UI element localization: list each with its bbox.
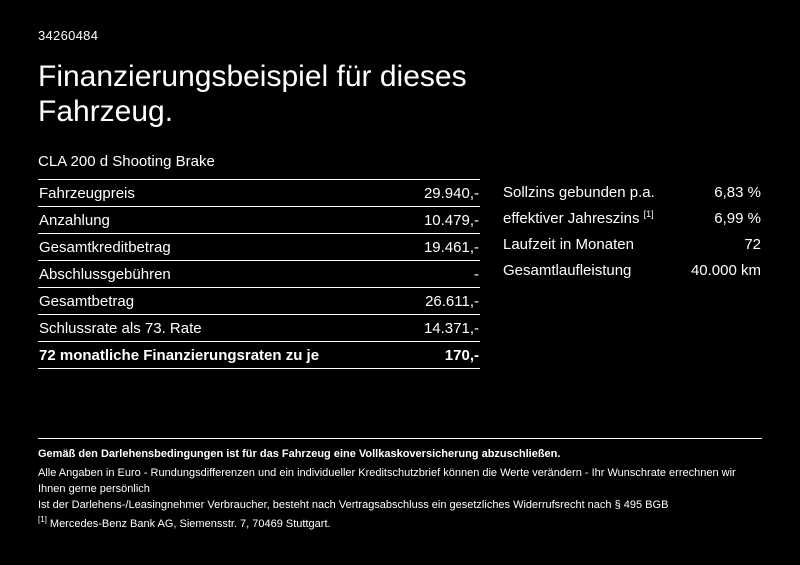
row-value: 72 bbox=[744, 236, 761, 253]
footer-disclaimer-2: Ist der Darlehens-/Leasingnehmer Verbrau… bbox=[38, 499, 669, 511]
row-value: 6,99 % bbox=[714, 210, 761, 227]
row-value: 6,83 % bbox=[714, 184, 761, 201]
row-value: 10.479,- bbox=[423, 212, 479, 229]
row-label: Schlussrate als 73. Rate bbox=[39, 320, 202, 337]
row-value: 29.940,- bbox=[423, 185, 479, 202]
table-row-gesamtbetrag: Gesamtbetrag 26.611,- bbox=[38, 287, 480, 314]
vehicle-name: CLA 200 d Shooting Brake bbox=[38, 153, 215, 170]
row-label: Abschlussgebühren bbox=[39, 266, 171, 283]
footnote-ref: [1] bbox=[643, 209, 654, 219]
table-row-anzahlung: Anzahlung 10.479,- bbox=[38, 206, 480, 233]
row-label: Gesamtlaufleistung bbox=[503, 262, 632, 279]
table-row-gesamtlaufleistung: Gesamtlaufleistung 40.000 km bbox=[502, 257, 762, 283]
row-label: Gesamtkreditbetrag bbox=[39, 239, 171, 256]
footer-footnote: [1] Mercedes-Benz Bank AG, Siemensstr. 7,… bbox=[38, 516, 762, 532]
footer-disclaimer-1: Alle Angaben in Euro - Rundungsdifferenz… bbox=[38, 467, 736, 495]
row-value: 26.611,- bbox=[425, 293, 479, 310]
row-value: 14.371,- bbox=[423, 320, 479, 337]
table-row-abschlussgebuehren: Abschlussgebühren - bbox=[38, 260, 480, 287]
row-label: effektiver Jahreszins [1] bbox=[503, 209, 654, 228]
finance-table-right: Sollzins gebunden p.a. 6,83 % effektiver… bbox=[502, 179, 762, 283]
row-value: 170,- bbox=[444, 347, 479, 364]
footnote-marker: [1] bbox=[38, 515, 47, 525]
finance-table-left: Fahrzeugpreis 29.940,- Anzahlung 10.479,… bbox=[38, 179, 480, 369]
footer-insurance-note: Gemäß den Darlehensbedingungen ist für d… bbox=[38, 448, 561, 460]
row-label: 72 monatliche Finanzierungsraten zu je bbox=[39, 347, 320, 364]
row-value: - bbox=[474, 266, 479, 283]
row-value: 19.461,- bbox=[423, 239, 479, 256]
row-label: Fahrzeugpreis bbox=[39, 185, 135, 202]
row-label: Sollzins gebunden p.a. bbox=[503, 184, 655, 201]
finance-example-page: 34260484 Finanzierungsbeispiel für diese… bbox=[38, 28, 762, 369]
table-row-schlussrate: Schlussrate als 73. Rate 14.371,- bbox=[38, 314, 480, 341]
row-value: 40.000 km bbox=[690, 262, 761, 279]
table-row-sollzins: Sollzins gebunden p.a. 6,83 % bbox=[502, 179, 762, 205]
row-label: Anzahlung bbox=[39, 212, 110, 229]
table-row-gesamtkreditbetrag: Gesamtkreditbetrag 19.461,- bbox=[38, 233, 480, 260]
footnote-text: Mercedes-Benz Bank AG, Siemensstr. 7, 70… bbox=[49, 518, 331, 530]
finance-tables: Fahrzeugpreis 29.940,- Anzahlung 10.479,… bbox=[38, 179, 762, 369]
table-row-monatsrate: 72 monatliche Finanzierungsraten zu je 1… bbox=[38, 341, 480, 369]
offer-id: 34260484 bbox=[38, 28, 99, 43]
page-title: Finanzierungsbeispiel für dieses Fahrzeu… bbox=[38, 60, 467, 128]
table-row-fahrzeugpreis: Fahrzeugpreis 29.940,- bbox=[38, 179, 480, 206]
table-row-effektiver-jahreszins: effektiver Jahreszins [1] 6,99 % bbox=[502, 205, 762, 231]
row-label: Gesamtbetrag bbox=[39, 293, 135, 310]
legal-footer: Gemäß den Darlehensbedingungen ist für d… bbox=[38, 438, 762, 532]
table-row-laufzeit: Laufzeit in Monaten 72 bbox=[502, 231, 762, 257]
row-label: Laufzeit in Monaten bbox=[503, 236, 634, 253]
